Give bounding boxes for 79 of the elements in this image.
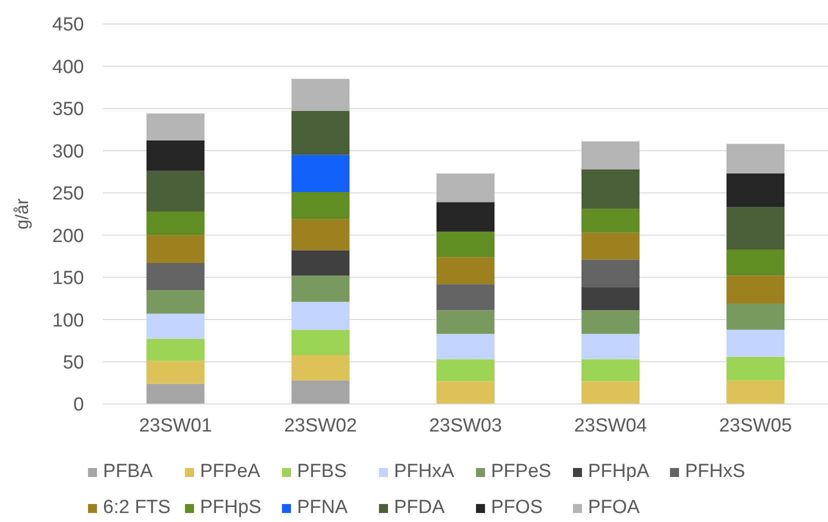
y-tick-label: 0: [73, 394, 84, 416]
bar: [582, 310, 640, 334]
legend-label: PFPeS: [491, 461, 552, 483]
bar: [436, 173, 494, 202]
bar: [146, 262, 204, 290]
bar: [436, 310, 494, 334]
y-tick-label: 400: [52, 56, 84, 78]
bar: [436, 381, 494, 404]
legend-label: PFBS: [297, 461, 347, 483]
bar: [582, 260, 640, 288]
bar: [436, 202, 494, 232]
legend-label: PFHxA: [394, 461, 454, 483]
y-tick-label: 100: [52, 310, 84, 332]
legend-label: PFHpA: [588, 461, 650, 483]
bar: [292, 192, 350, 220]
bar: [292, 154, 350, 192]
bar: [292, 302, 350, 330]
bar: [292, 380, 350, 404]
legend-label: PFOA: [588, 497, 640, 519]
bar: [146, 211, 204, 236]
bar: [582, 169, 640, 209]
bar: [146, 114, 204, 141]
y-tick-label: 150: [52, 268, 84, 290]
y-tick-label: 200: [52, 226, 84, 247]
bar: [726, 304, 784, 330]
bar: [726, 249, 784, 276]
bar: [582, 208, 640, 233]
legend-label: PFHxS: [685, 461, 746, 483]
bar: [726, 173, 784, 208]
bar: [726, 276, 784, 304]
bar: [436, 284, 494, 310]
bar: [292, 276, 350, 302]
bar: [582, 359, 640, 382]
bar: [146, 314, 204, 339]
legend-label: PFOS: [491, 497, 543, 519]
legend-label: PFPeA: [200, 461, 260, 483]
bar: [146, 384, 204, 404]
bar: [582, 334, 640, 360]
bar: [726, 330, 784, 357]
x-tick-label: 23SW02: [284, 415, 357, 436]
bar: [146, 338, 204, 361]
x-tick-label: 23SW03: [429, 415, 502, 436]
x-tick-label: 23SW04: [574, 415, 648, 436]
y-tick-label: 350: [52, 99, 84, 120]
bar: [292, 330, 350, 356]
bar: [146, 170, 204, 212]
bar: [146, 140, 204, 171]
bar: [726, 207, 784, 250]
y-tick-label: 450: [52, 14, 84, 36]
bar: [436, 232, 494, 258]
bar: [146, 360, 204, 384]
bar: [436, 359, 494, 382]
bar: [436, 334, 494, 360]
x-tick-label: 23SW01: [139, 415, 212, 436]
bar: [582, 141, 640, 170]
legend-label: PFBA: [103, 461, 153, 483]
bar: [726, 356, 784, 380]
legend-label: PFHpS: [200, 497, 262, 519]
bar: [582, 287, 640, 310]
bar: [582, 232, 640, 260]
legend-label: PFDA: [394, 497, 445, 519]
bar: [292, 355, 350, 380]
bar: [292, 78, 350, 111]
bar: [436, 257, 494, 284]
bar: [292, 110, 350, 155]
bar: [726, 144, 784, 174]
y-tick-label: 50: [62, 352, 84, 374]
bar: [292, 219, 350, 250]
bar: [146, 235, 204, 263]
bar: [292, 250, 350, 276]
x-tick-label: 23SW05: [719, 415, 792, 436]
y-axis-title: g/år: [12, 198, 32, 230]
y-tick-label: 250: [52, 184, 84, 205]
bar: [582, 381, 640, 404]
legend-label: 6:2 FTS: [103, 497, 171, 519]
bar: [146, 290, 204, 314]
legend-label: PFNA: [297, 497, 348, 519]
y-tick-label: 300: [52, 141, 84, 162]
bar: [726, 380, 784, 404]
